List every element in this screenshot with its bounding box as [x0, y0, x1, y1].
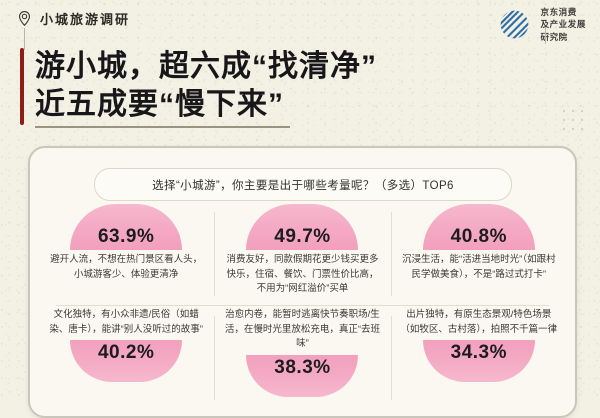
brand-line-1: 京东消费	[540, 7, 577, 18]
grid-horizontal-divider	[56, 305, 549, 306]
stat-dome: 34.3%	[422, 340, 535, 383]
brand-logo: 京东消费 及产业发展 研究院	[496, 6, 586, 43]
stat-item[interactable]: 治愈内卷，能暂时逃离快节奏职场/生活，在慢时光里放松充电，真正“去班味” 38.…	[214, 308, 390, 408]
stat-dome: 49.7%	[246, 204, 359, 250]
stat-value: 63.9%	[97, 226, 155, 247]
kicker-group: 小城旅游调研	[16, 9, 130, 28]
question-text: 选择“小城游”，你主要是出于哪些考量呢？（多选）TOP6	[152, 179, 454, 192]
headline-accent-bar	[20, 48, 24, 125]
stat-value: 38.3%	[274, 357, 331, 379]
stats-grid: 63.9% 避开人流，不想在热门景区看人头，小城游客少、体验更清净 49.7% …	[38, 204, 567, 408]
headline-line-1: 游小城，超六成“找清净”	[35, 50, 377, 83]
stat-description: 避开人流，不想在热门景区看人头，小城游客少、体验更清净	[50, 254, 203, 280]
stat-item[interactable]: 40.8% 沉浸生活，能“活进当地时光”（如跟村民学做美食），不是“路过式打卡”	[390, 204, 567, 304]
stat-dome: 40.2%	[70, 340, 183, 383]
brand-line-3: 研究院	[540, 31, 568, 42]
stats-row-top: 63.9% 避开人流，不想在热门景区看人头，小城游客少、体验更清净 49.7% …	[38, 204, 567, 304]
headline-line-2: 近五成要“慢下来”	[35, 86, 290, 129]
stat-value: 40.8%	[450, 226, 507, 247]
decor-tick-vertical	[545, 27, 546, 44]
brand-logo-text: 京东消费 及产业发展 研究院	[540, 6, 586, 42]
stat-item[interactable]: 文化独特，有小众非遗/民俗（如蜡染、唐卡），能讲“别人没听过的故事” 40.2%	[38, 308, 214, 408]
headline-group: 游小城，超六成“找清净” 近五成要“慢下来”	[20, 48, 377, 129]
stat-description: 消费友好，同款假期花更少钱买更多快乐，住宿、餐饮、门票性价比高，不用为“网红溢价…	[226, 254, 379, 295]
stats-row-bottom: 文化独特，有小众非遗/民俗（如蜡染、唐卡），能讲“别人没听过的故事” 40.2%…	[38, 308, 567, 408]
stat-dome: 63.9%	[70, 204, 183, 250]
stat-description: 沉浸生活，能“活进当地时光”（如跟村民学做美食），不是“路过式打卡”	[402, 254, 556, 280]
stat-description: 文化独特，有小众非遗/民俗（如蜡染、唐卡），能讲“别人没听过的故事”	[49, 309, 203, 335]
stat-dome: 38.3%	[246, 355, 359, 398]
stat-item[interactable]: 出片独特，有原生态景观/特色场景（如牧区、古村落），拍照不千篇一律 34.3%	[390, 308, 567, 408]
brand-line-2: 及产业发展	[540, 19, 586, 30]
stat-item[interactable]: 49.7% 消费友好，同款假期花更少钱买更多快乐，住宿、餐饮、门票性价比高，不用…	[214, 204, 390, 304]
stat-dome: 40.8%	[422, 204, 535, 250]
decor-dots	[561, 108, 591, 134]
kicker-stem-line	[24, 28, 25, 50]
decor-tick-horizontal	[545, 34, 554, 35]
kicker-label: 小城旅游调研	[40, 12, 131, 27]
question-banner: 选择“小城游”，你主要是出于哪些考量呢？（多选）TOP6	[94, 168, 512, 201]
jd-research-globe-icon	[496, 6, 533, 43]
stat-description: 治愈内卷，能暂时逃离快节奏职场/生活，在慢时光里放松充电，真正“去班味”	[224, 309, 381, 350]
page-title: 游小城，超六成“找清净” 近五成要“慢下来”	[35, 48, 377, 129]
stat-description: 出片独特，有原生态景观/特色场景（如牧区、古村落），拍照不千篇一律	[400, 309, 558, 335]
stat-value: 49.7%	[274, 226, 331, 247]
location-pin-icon	[16, 10, 33, 27]
survey-card: 选择“小城游”，你主要是出于哪些考量呢？（多选）TOP6 63.9% 避开人流，…	[28, 146, 577, 418]
stat-item[interactable]: 63.9% 避开人流，不想在热门景区看人头，小城游客少、体验更清净	[38, 204, 214, 304]
stat-value: 34.3%	[450, 342, 507, 364]
stat-value: 40.2%	[97, 342, 155, 364]
